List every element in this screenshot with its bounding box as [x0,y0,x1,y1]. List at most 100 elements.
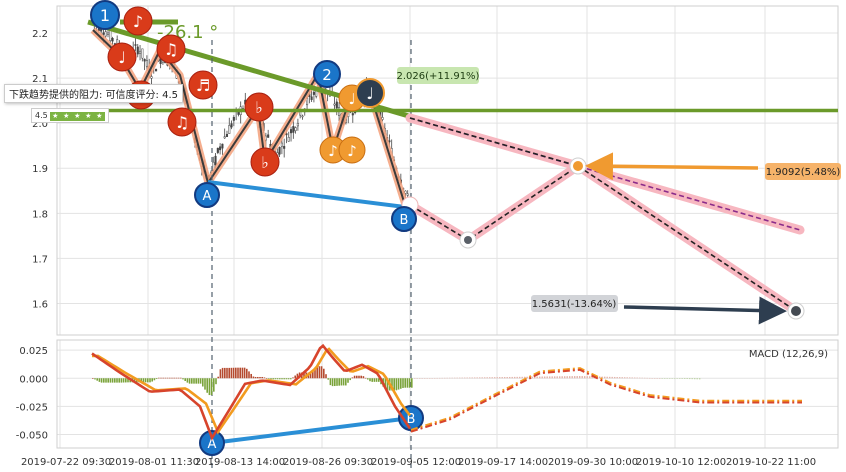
note-marker-2: ♩ [107,42,137,72]
macd-hist-bar-projected [509,376,511,379]
macd-legend: MACD (12,26,9) [749,349,828,360]
macd-hist-bar-projected [651,378,653,379]
macd-hist-bar-projected [689,378,691,380]
macd-hist-bar [287,378,290,380]
macd-hist-bar-projected [484,377,486,379]
candle-body [310,96,313,100]
candle-body [219,146,222,151]
note-glyph-12: ♩ [366,84,374,103]
candle-body [283,146,286,149]
macd-hist-bar-projected [659,378,661,379]
macd-hist-bar [252,376,255,379]
macd-hist-bar-projected [579,376,581,379]
macd-hist-bar-projected [574,376,576,379]
macd-hist-bar-projected [576,376,578,379]
macd-hist-bar-projected [629,377,631,379]
candle-body [315,90,318,97]
macd-hist-bar [312,370,314,379]
macd-hist-bar-projected [476,377,478,379]
macd-hist-bar-projected [636,377,638,379]
candle-body [155,69,158,72]
y-tick-main: 1.9 [32,164,48,175]
note-glyph-6: ♫ [175,113,189,132]
note-glyph-3: ♫ [164,40,178,59]
macd-hist-bar-projected [436,377,438,379]
macd-hist-bar-projected [604,376,606,379]
macd-hist-bar [391,378,393,391]
macd-hist-bar [164,377,167,379]
macd-hist-bar [336,378,338,386]
macd-hist-bar [118,378,120,383]
candle-body [150,76,153,79]
macd-hist-bar [285,378,288,380]
x-tick: 2019-09-05 12:00 [371,457,461,468]
macd-hist-bar-projected [489,377,491,379]
macd-hist-bar [94,378,96,380]
macd-hist-bar [393,378,395,391]
candle-body [228,125,231,134]
macd-hist-bar [367,378,369,380]
macd-hist-bar [318,366,321,379]
macd-hist-bar-projected [654,378,656,379]
macd-hist-bar-projected [614,376,616,379]
x-tick: 2019-07-22 09:30 [21,457,111,468]
macd-hist-bar [411,378,413,388]
macd-dif-line [91,343,412,441]
candle-body [214,155,217,166]
macd-hist-bar-projected [466,377,468,379]
macd-hist-bar-projected [439,377,441,379]
macd-hist-bar [133,378,136,383]
macd-hist-bar [243,367,246,379]
macd-hist-bar-projected [481,377,483,379]
macd-hist-bar-projected [591,376,593,379]
macd-hist-bar [158,377,160,379]
wave-badges: 1 2 A B [90,0,417,232]
macd-hist-bar-projected [696,378,698,380]
candle-body [134,44,137,46]
macd-hist-bar-projected [524,376,526,379]
note-glyph-11: ♪ [347,142,357,160]
macd-hist-bar [149,378,151,383]
macd-hist-bar [384,378,387,390]
macd-hist-bar [125,378,127,383]
candle-body [351,113,354,116]
macd-hist-bar [206,378,208,393]
note-marker-11: ♪ [338,136,366,164]
macd-hist-bar [197,378,200,384]
note-marker-10: ♪ [319,136,347,164]
macd-hist-bar [100,378,103,383]
macd-hist-bar [153,378,156,381]
macd-hist-bar-projected [671,378,673,379]
macd-hist-bar [353,375,356,379]
macd-hist-bar-projected [681,378,683,379]
macd-hist-bar [254,376,257,379]
macd-hist-bar-projected [626,377,628,379]
x-tick: 2019-09-30 10:00 [548,457,638,468]
macd-hist-bar-projected [561,376,563,379]
macd-hist-bar [103,378,105,383]
macd-hist-bar [290,378,292,380]
rating-star-icon: ★ [49,111,61,121]
note-glyph-8: ♭ [261,153,269,172]
macd-hist-bar-projected [676,378,678,379]
macd-hist-bar-projected [691,378,693,380]
macd-hist-bar [224,367,226,379]
macd-hist-bar [331,378,334,387]
macd-hist-bar [221,367,224,379]
macd-hist-bar [386,378,389,391]
macd-hist-bar-projected [494,377,496,379]
macd-hist-bar [265,378,268,379]
macd-hist-bar-projected [546,376,548,379]
macd-hist-bar [175,377,178,379]
macd-hist-bar [142,378,145,383]
y-tick-main: 1.7 [32,254,48,265]
macd-hist-bar [162,377,164,379]
macd-hist-bar [261,376,263,379]
macd-hist-bar [272,378,274,380]
candle-body [296,122,299,127]
macd-hist-bar [406,378,409,388]
macd-hist-bar-projected [531,376,533,379]
macd-hist-bar-projected [694,378,696,380]
macd-hist-bar [191,378,193,384]
